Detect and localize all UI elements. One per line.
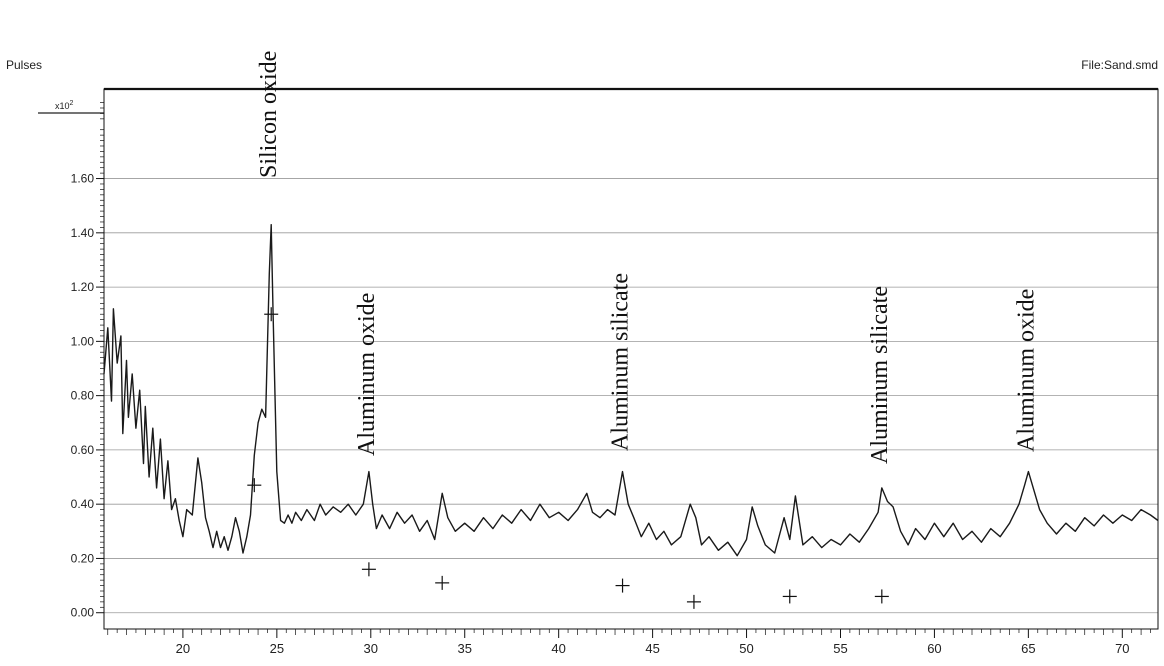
peak-marker [874, 589, 889, 604]
peak-annotation-label: Aluminum oxide [1013, 289, 1039, 452]
y-tick-label: 1.60 [71, 172, 95, 186]
x-tick-label: 30 [364, 641, 378, 656]
y-tick-label: 0.00 [71, 606, 95, 620]
x-tick-label: 55 [833, 641, 847, 656]
x-tick-label: 60 [927, 641, 941, 656]
peak-marker [615, 578, 630, 593]
x-tick-label: 35 [457, 641, 471, 656]
peak-marker [247, 478, 262, 493]
peak-marker [361, 562, 376, 577]
peak-marker [686, 594, 701, 609]
x-axis-ticks: 20 25 30 35 40 45 50 55 60 65 70 [107, 629, 1151, 656]
y-axis-ticks: 0.00 0.20 0.40 0.60 0.80 1.00 1.20 1.40 1.60 [71, 102, 104, 620]
y-tick-label: 0.60 [71, 443, 95, 457]
y-tick-label: 0.80 [71, 389, 95, 403]
series-line [103, 224, 1159, 557]
y-tick-label: 1.40 [71, 226, 95, 240]
y-tick-label: 1.00 [71, 334, 95, 348]
y-multiplier-exponent: 2 [70, 100, 74, 107]
y-tick-label: 0.20 [71, 551, 95, 565]
x-tick-label: 40 [551, 641, 565, 656]
y-multiplier-base: x10 [55, 101, 70, 111]
y-tick-label: 0.40 [71, 497, 95, 511]
peak-markers [247, 307, 889, 609]
x-tick-label: 65 [1021, 641, 1035, 656]
peak-annotation-label: Aluminum oxide [354, 293, 380, 456]
file-label: File:Sand.smd [1081, 58, 1158, 72]
series-layer [103, 87, 1159, 557]
peak-annotations: Silicon oxide Aluminum oxide Aluminum sili… [256, 51, 1039, 464]
x-tick-label: 25 [270, 641, 284, 656]
peak-annotation-label: Aluminum silicate [867, 286, 893, 464]
y-axis-name: Pulses [6, 58, 42, 72]
peak-annotation-label: Silicon oxide [256, 51, 282, 178]
peak-annotation-label: Aluminum silicate [608, 273, 634, 451]
x-tick-label: 20 [176, 641, 190, 656]
peak-marker [264, 307, 279, 322]
x-tick-label: 70 [1115, 641, 1129, 656]
y-tick-label: 1.20 [71, 280, 95, 294]
x-tick-label: 45 [645, 641, 659, 656]
y-multiplier: x102 [55, 100, 74, 111]
peak-marker [782, 589, 797, 604]
x-tick-label: 50 [739, 641, 753, 656]
peak-marker [435, 575, 450, 590]
